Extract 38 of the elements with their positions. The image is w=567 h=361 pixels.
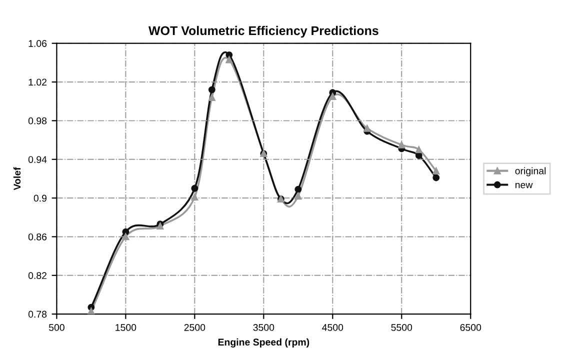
point bbox=[208, 86, 216, 94]
point bbox=[208, 94, 216, 101]
point bbox=[364, 124, 371, 132]
point bbox=[329, 93, 336, 100]
y-tick-label: 0.98 bbox=[28, 117, 47, 124]
point bbox=[191, 194, 198, 201]
x-tick-label: 6500 bbox=[460, 324, 482, 331]
point bbox=[294, 192, 302, 200]
legend-label: new bbox=[516, 182, 533, 188]
x-tick-label: 5500 bbox=[391, 324, 412, 331]
point bbox=[191, 184, 198, 192]
y-tick-label: 0.78 bbox=[28, 310, 47, 318]
y-tick-label: 0.9 bbox=[34, 194, 47, 202]
y-axis-title: Volef bbox=[13, 167, 21, 190]
point bbox=[398, 141, 406, 148]
y-tick-label: 0.82 bbox=[28, 272, 46, 280]
y-tick-label: 0.94 bbox=[28, 156, 47, 163]
point bbox=[226, 51, 233, 58]
point bbox=[415, 146, 422, 154]
point bbox=[415, 152, 422, 159]
x-tick-label: 2500 bbox=[184, 324, 206, 331]
legend-label: original bbox=[515, 167, 546, 176]
y-tick-label: 0.86 bbox=[28, 233, 47, 240]
y-tick-label: 1.02 bbox=[28, 78, 46, 86]
chart-title: WOT Volumetric Efficiency Predictions bbox=[148, 26, 378, 38]
point bbox=[226, 56, 233, 64]
point bbox=[432, 167, 440, 174]
x-axis-title: Engine Speed (rpm) bbox=[218, 338, 310, 348]
point bbox=[294, 186, 302, 193]
x-tick-label: 500 bbox=[48, 324, 64, 331]
point bbox=[88, 308, 95, 314]
x-tick-label: 4500 bbox=[322, 324, 344, 331]
y-tick-label: 1.06 bbox=[28, 40, 47, 47]
point bbox=[122, 233, 130, 240]
x-tick-label: 1500 bbox=[116, 324, 136, 331]
point bbox=[122, 228, 130, 236]
x-tick-label: 3500 bbox=[253, 324, 274, 331]
point bbox=[432, 174, 440, 182]
